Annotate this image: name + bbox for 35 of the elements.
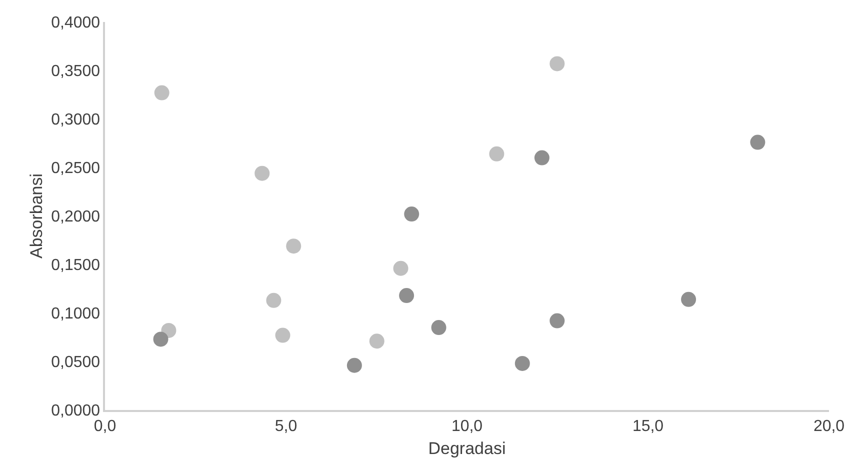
point: [153, 332, 168, 347]
y-tick-label: 0,4000: [51, 14, 100, 32]
x-tick-label: 0,0: [94, 418, 116, 435]
point: [266, 292, 282, 308]
point: [154, 85, 170, 100]
y-tick-label: 0,0500: [51, 354, 100, 372]
x-tick-label: 10,0: [451, 418, 483, 435]
point: [534, 150, 550, 166]
y-tick-label: 0,1500: [51, 257, 100, 274]
point: [399, 288, 414, 304]
point: [275, 328, 290, 343]
point: [393, 260, 408, 276]
point: [369, 334, 384, 349]
point: [404, 206, 420, 222]
y-tick-label: 0,3000: [51, 112, 100, 129]
point: [550, 313, 565, 328]
point: [254, 166, 270, 181]
y-tick-label: 0,1000: [51, 306, 100, 323]
point: [286, 238, 302, 254]
y-axis-title: Absorbansi: [27, 173, 46, 259]
x-axis-title: Degradasi: [428, 438, 506, 458]
y-tick-label: 0,2500: [51, 160, 100, 178]
point: [431, 320, 446, 336]
point: [346, 358, 362, 373]
point: [750, 134, 766, 150]
x-tick-label: 20,0: [813, 418, 845, 435]
point: [489, 146, 504, 162]
y-tick-label: 0,3500: [51, 63, 100, 80]
y-tick-label: 0,0000: [51, 402, 100, 420]
point: [681, 292, 696, 307]
x-tick-label: 15,0: [632, 418, 664, 435]
point: [514, 356, 530, 371]
point: [550, 56, 565, 72]
y-tick-label: 0,2000: [51, 208, 100, 226]
x-tick-label: 5,0: [274, 418, 298, 435]
